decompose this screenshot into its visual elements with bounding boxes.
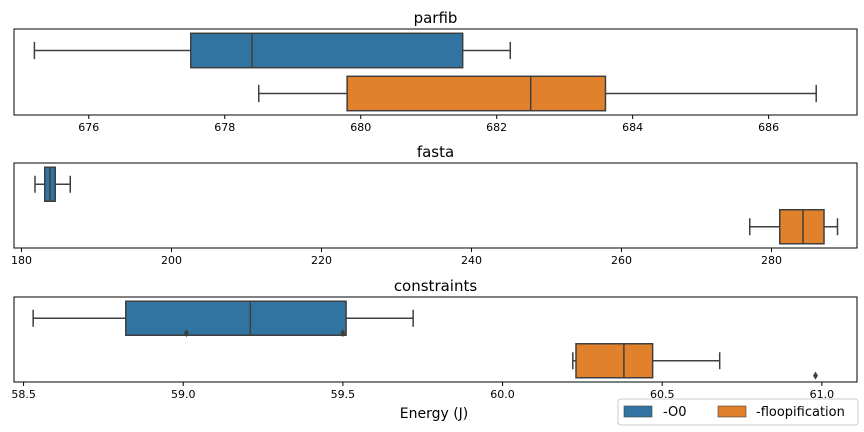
x-tick-label-constraints-3: 60.0 (490, 388, 515, 401)
x-tick-label-constraints-0: 58.5 (11, 388, 36, 401)
box-fasta-floopification (779, 209, 825, 245)
x-tick-label-parfib-3: 682 (486, 121, 507, 134)
outlier-constraints-o0-0 (183, 329, 189, 338)
legend: -O0 -floopification (617, 398, 859, 426)
box-constraints-floopification (575, 343, 654, 379)
legend-swatch-o0 (623, 405, 653, 418)
legend-label-floopification: -floopification (756, 405, 845, 420)
outlier-constraints-floopification-0 (812, 371, 818, 380)
panel-title-fasta: fasta (417, 143, 454, 161)
x-tick-label-constraints-5: 61.0 (810, 388, 835, 401)
x-tick-label-constraints-4: 60.5 (650, 388, 675, 401)
panel-fasta: fasta 180 200 220 240 260 280 (11, 143, 858, 267)
x-tick-label-constraints-1: 59.0 (171, 388, 196, 401)
x-axis-label: Energy (J) (400, 406, 469, 422)
x-tick-label-fasta-1: 200 (161, 254, 182, 267)
plot-frame-parfib (13, 28, 858, 116)
x-tick-label-parfib-4: 684 (622, 121, 643, 134)
plot-frame-fasta (13, 162, 858, 249)
x-tick-label-fasta-0: 180 (11, 254, 32, 267)
x-tick-label-fasta-4: 260 (611, 254, 632, 267)
box-constraints-o0 (125, 300, 347, 336)
panel-title-parfib: parfib (414, 9, 458, 27)
outlier-constraints-o0-1 (340, 329, 346, 338)
legend-label-o0: -O0 (663, 405, 687, 420)
x-tick-label-constraints-2: 59.5 (331, 388, 356, 401)
x-tick-label-parfib-1: 678 (214, 121, 235, 134)
x-tick-label-parfib-2: 680 (350, 121, 371, 134)
box-parfib-floopification (346, 75, 607, 112)
panel-parfib: parfib 676 678 680 682 684 686 (13, 9, 858, 134)
x-tick-label-fasta-3: 240 (461, 254, 482, 267)
x-tick-label-fasta-5: 280 (761, 254, 782, 267)
box-parfib-o0 (190, 32, 464, 69)
panel-title-constraints: constraints (394, 277, 478, 295)
x-tick-label-parfib-0: 676 (78, 121, 99, 134)
plot-frame-constraints (13, 296, 858, 383)
x-tick-label-fasta-2: 220 (311, 254, 332, 267)
legend-swatch-floopification (717, 405, 747, 418)
x-tick-label-parfib-5: 686 (758, 121, 779, 134)
panel-constraints: constraints 58.5 59.0 59.5 60.0 60.5 61.0 (11, 277, 858, 401)
